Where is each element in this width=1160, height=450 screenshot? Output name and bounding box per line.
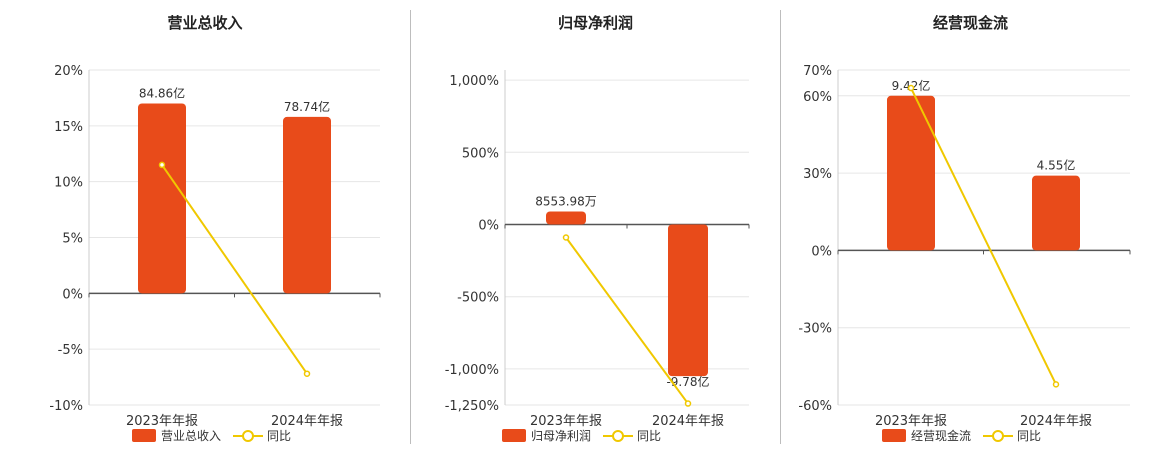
y-tick-label: 70% bbox=[803, 64, 832, 79]
chart-title: 经营现金流 bbox=[932, 14, 1008, 32]
y-tick-label: 0% bbox=[62, 287, 83, 302]
y-tick-label: 5% bbox=[62, 232, 83, 247]
chart-plot-cash-flow: 70%60%30%0%-30%-60%9.42亿4.55亿2023年年报2024… bbox=[798, 64, 1131, 429]
legend-label-line: 同比 bbox=[1017, 429, 1042, 443]
chart-plot-revenue: 20% 15% 10% 5% 0% -5% -10% 84.86亿 78.74亿 2023年年报 2… bbox=[49, 64, 381, 429]
panel-divider bbox=[780, 10, 781, 444]
chart-legend: 经营现金流 同比 bbox=[882, 427, 1041, 444]
y-tick-label: -1,250% bbox=[445, 399, 499, 414]
panel-divider bbox=[410, 10, 411, 444]
chart-legend: 营业总收入 同比 bbox=[132, 427, 291, 444]
y-tick-label: -10% bbox=[49, 399, 83, 414]
legend-bar-swatch bbox=[132, 429, 156, 442]
legend-bar-swatch bbox=[502, 429, 526, 442]
chart-panel-net-profit: 归母净利润 1,000% 500% 0% -500% -1,000% -1,250% 855… bbox=[411, 0, 780, 450]
chart-panel-revenue: 营业总收入 20% 15% 10% 5% 0% -5% -10% 84.86亿 78.74亿 20… bbox=[0, 0, 410, 450]
yoy-line bbox=[565, 236, 689, 405]
yoy-point bbox=[303, 370, 311, 377]
bar-value-label: 84.86亿 bbox=[139, 86, 185, 101]
y-tick-label: 60% bbox=[803, 90, 832, 105]
y-tick-label: 1,000% bbox=[449, 74, 499, 89]
bar bbox=[283, 116, 331, 294]
y-tick-label: 15% bbox=[54, 120, 83, 135]
yoy-point bbox=[158, 161, 166, 169]
x-tick-label: 2023年年报 bbox=[875, 414, 947, 429]
bar-value-label: 8553.98万 bbox=[535, 195, 597, 209]
legend-line-swatch bbox=[983, 429, 1014, 442]
legend-label-bar: 经营现金流 bbox=[911, 429, 972, 443]
x-tick-label: 2024年年报 bbox=[271, 414, 343, 429]
yoy-line bbox=[910, 87, 1057, 385]
y-tick-label: 30% bbox=[803, 167, 832, 182]
y-tick-label: -60% bbox=[798, 399, 832, 414]
chart-title: 营业总收入 bbox=[167, 14, 243, 32]
y-tick-label: 0% bbox=[478, 219, 499, 234]
y-tick-label: -500% bbox=[457, 291, 499, 306]
bar bbox=[668, 224, 708, 377]
y-tick-label: -1,000% bbox=[445, 363, 499, 378]
bar bbox=[138, 103, 186, 294]
yoy-point bbox=[684, 400, 692, 407]
chart-title: 归母净利润 bbox=[557, 14, 633, 32]
legend-line-swatch bbox=[603, 429, 634, 442]
y-tick-label: 500% bbox=[462, 146, 499, 161]
x-tick-label: 2023年年报 bbox=[126, 414, 198, 429]
legend-label-bar: 归母净利润 bbox=[531, 429, 592, 443]
bar-value-label: 78.74亿 bbox=[284, 99, 330, 114]
legend-label-line: 同比 bbox=[637, 429, 662, 443]
legend-label-line: 同比 bbox=[267, 429, 292, 443]
chart-panel-cash-flow: 经营现金流 70%60%30%0%-30%-60%9.42亿4.55亿2023年… bbox=[781, 0, 1160, 450]
chart-plot-net-profit: 1,000% 500% 0% -500% -1,000% -1,250% 8553.98万 -… bbox=[445, 70, 750, 429]
yoy-line bbox=[161, 164, 308, 375]
y-tick-label: 20% bbox=[54, 64, 83, 79]
x-tick-label: 2023年年报 bbox=[530, 414, 602, 429]
y-tick-label: 0% bbox=[811, 244, 832, 259]
yoy-point bbox=[907, 84, 915, 92]
legend-label-bar: 营业总收入 bbox=[161, 429, 222, 443]
bar-value-label: 4.55亿 bbox=[1037, 158, 1076, 173]
bar bbox=[546, 211, 586, 225]
legend-bar-swatch bbox=[882, 429, 906, 442]
yoy-point bbox=[1052, 381, 1060, 388]
yoy-point bbox=[562, 234, 570, 241]
y-tick-label: -30% bbox=[798, 322, 832, 337]
y-tick-label: 10% bbox=[54, 176, 83, 191]
x-tick-label: 2024年年报 bbox=[652, 414, 724, 429]
bar bbox=[1032, 175, 1080, 251]
x-tick-label: 2024年年报 bbox=[1020, 414, 1092, 429]
legend-line-swatch bbox=[233, 429, 264, 442]
bar-value-label: -9.78亿 bbox=[666, 374, 709, 389]
y-tick-label: -5% bbox=[58, 343, 83, 358]
chart-legend: 归母净利润 同比 bbox=[502, 427, 661, 444]
bar bbox=[887, 95, 935, 251]
